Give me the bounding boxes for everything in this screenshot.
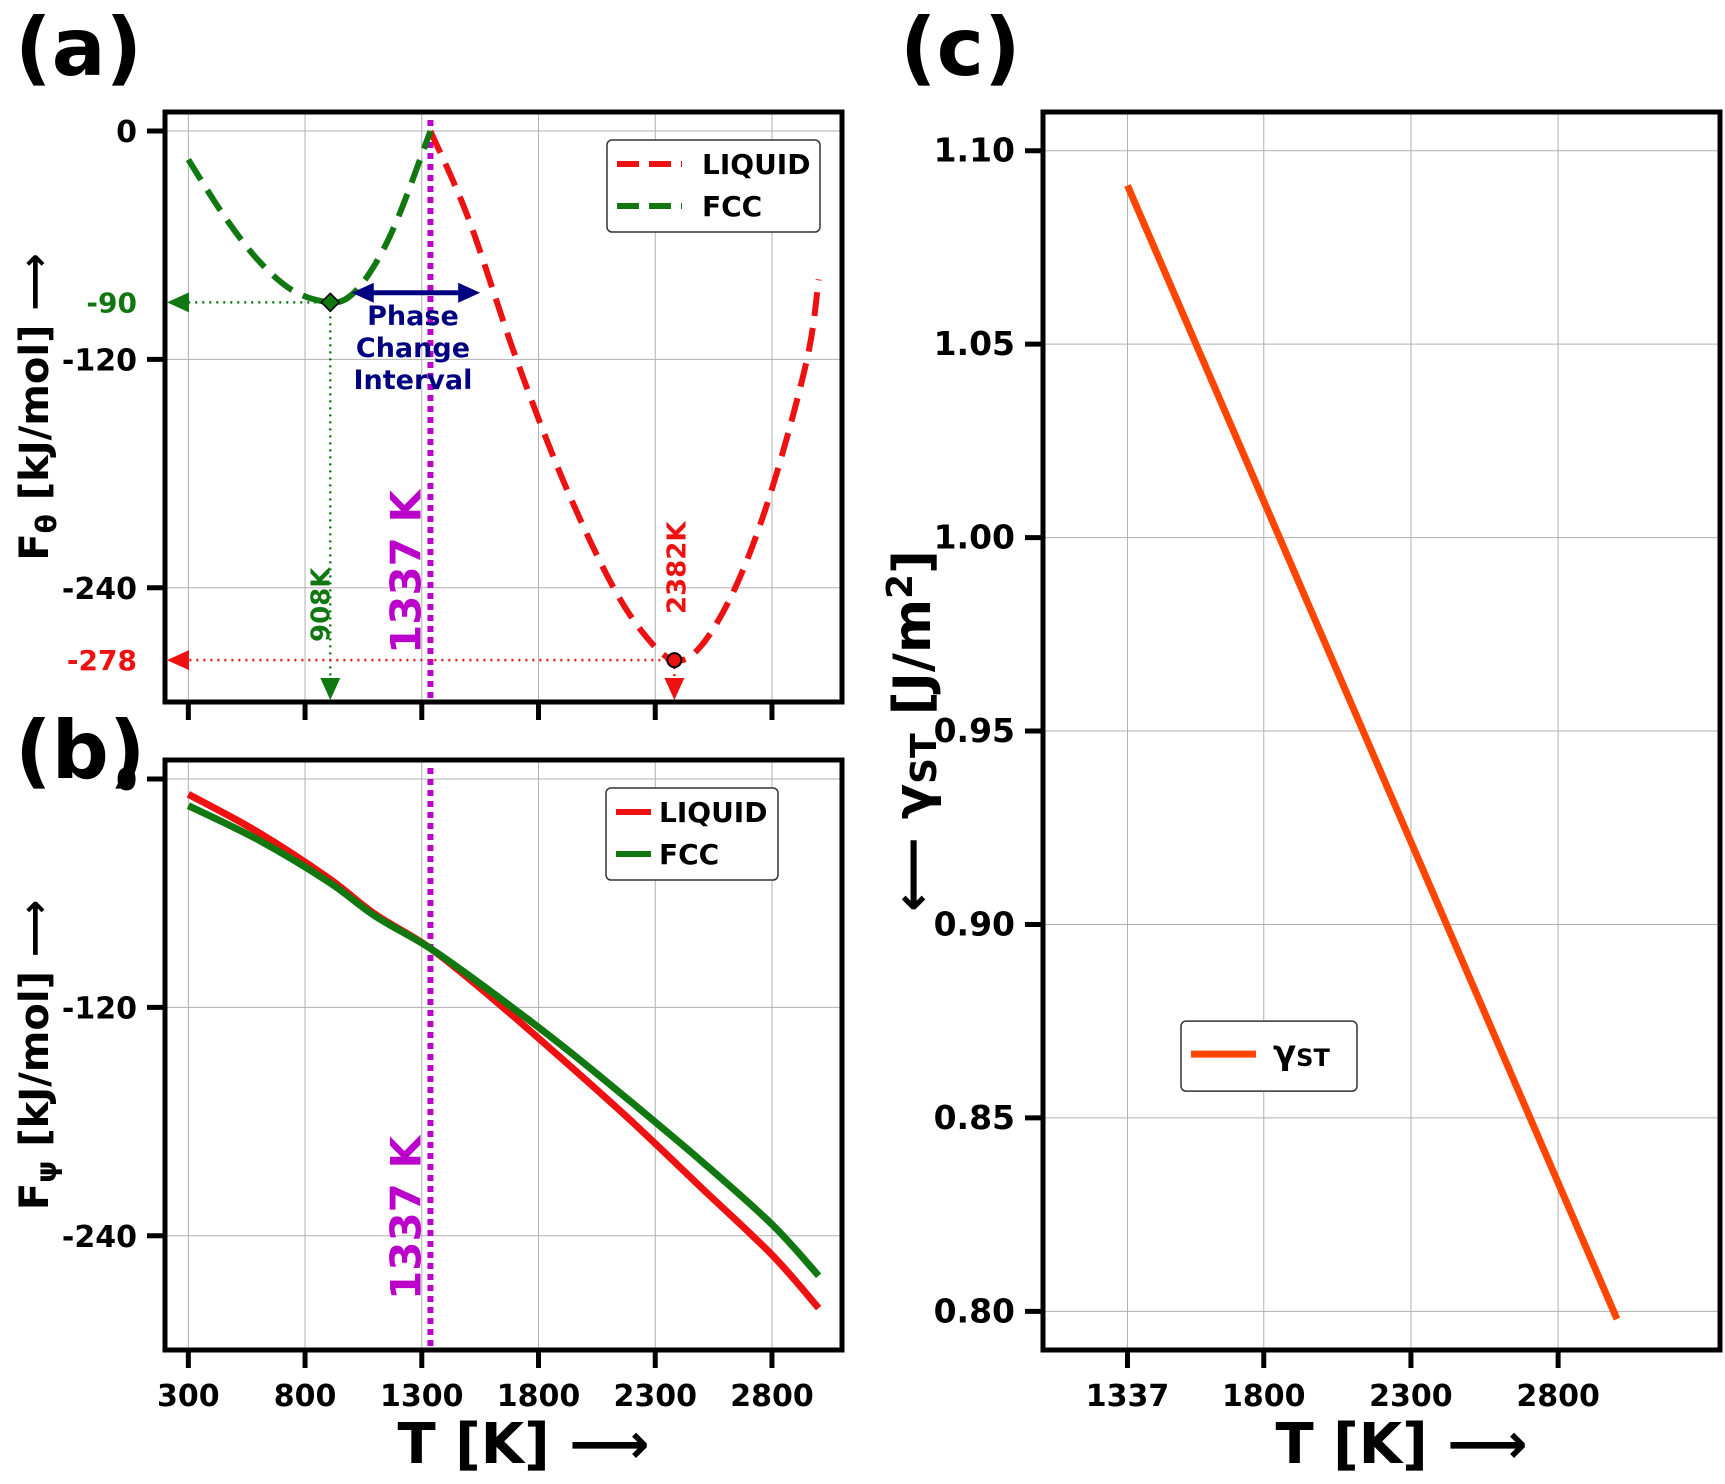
interval-arrow-left [351,282,374,303]
plot-area [186,768,822,1350]
plot-area [185,120,822,702]
y-tick-label: -120 [62,343,137,378]
y-tick-label: 0.80 [934,1291,1015,1330]
series-line-fcc [186,802,822,1279]
x-tick-label: 1337 [1086,1379,1170,1414]
y-tick-label: 0 [116,115,137,150]
y-axis-label-unit: [J/m [883,599,943,733]
interval-label-line: Phase [367,301,459,332]
y-tick-label: -120 [62,991,137,1026]
y-tick-label: 1.05 [934,324,1015,363]
y-axis-label-subscript: ST [904,733,945,784]
legend-label-liquid: LIQUID [659,796,767,829]
y-tick-label: -240 [62,1220,137,1255]
legend: LIQUID FCC [605,787,779,881]
x-tick-label: 800 [274,1379,337,1414]
series-line-liquid [186,791,822,1311]
melting-point-label: 1337 K [381,1134,430,1300]
y-axis-label-arrow: ⟵ [883,819,943,912]
projection-arrow-y [167,292,189,313]
y-axis-label: Fθ [kJ/mol] ⟶ [12,253,63,560]
x-tick-label: 2300 [613,1379,697,1414]
panel-a: 0 -120 -240 1337 K -90 908K -278 2382K PhaseChan… [12,109,845,720]
y-tick-label: -240 [62,572,137,607]
legend-label-fcc: FCC [702,190,762,223]
legend-label-liquid: LIQUID [702,148,810,181]
y-axis-label-superscript: 2 [880,574,921,599]
y-axis-label-arrow: ⟶ [12,253,58,324]
legend-label-γ: γST [1273,1033,1330,1073]
y-tick-label: 0.90 [934,904,1015,943]
projection-arrow-x [664,678,685,700]
projection-arrow-x [320,678,341,700]
panel-b: 300 800 1300 1800 2300 2800 0 -120 -240 1337 K LIQ… [12,757,845,1477]
x-tick-label: 1300 [380,1379,464,1414]
y-axis-label-symbol: F [12,533,58,560]
series-line-liquid [427,129,822,664]
x-axis-label: T [K] ⟶ [1275,1412,1527,1477]
y-axis-label-arrow: ⟶ [12,900,58,971]
y-tick-label: 0.95 [934,711,1015,750]
y-tick-label: 1.00 [934,518,1015,557]
x-tick-label: 2800 [1516,1379,1600,1414]
melting-point-label: 1337 K [381,488,430,654]
y-axis-label: ⟵ γST [J/m2] [880,550,945,912]
panel-label-c: (c) [900,1,1021,94]
panel-label-b: (b) [15,704,145,797]
axes-frame [162,109,845,705]
y-axis-label-subscript: θ [30,514,63,533]
y-axis-label-close: ] [883,550,943,574]
interval-label-line: Change [356,333,470,364]
y-axis-label: Fψ [kJ/mol] ⟶ [12,900,63,1210]
axes-frame [1040,109,1723,1353]
axes-frame [162,757,845,1353]
minimum-temperature-label: 908K [306,567,336,642]
minimum-marker [320,292,341,313]
series-line-fcc [185,129,434,306]
minimum-value-label: -90 [86,286,137,319]
interval-arrow-right [458,282,481,303]
y-axis-label-symbol: F [12,1183,58,1210]
x-tick-label: 1800 [1222,1379,1306,1414]
y-tick-label: 0.85 [934,1098,1015,1137]
projection-arrow-y [167,650,189,671]
y-tick-label: 1.10 [934,131,1015,170]
x-tick-label: 2300 [1369,1379,1453,1414]
minimum-temperature-label: 2382K [662,521,692,614]
minimum-value-label: -278 [67,644,137,677]
legend-box [1180,1020,1358,1092]
y-axis-label-symbol: γ [883,784,943,819]
plot-area [1124,184,1621,1321]
series-line-γ [1124,184,1621,1321]
x-tick-label: 1800 [497,1379,581,1414]
y-axis-label-unit: [kJ/mol] [12,971,58,1160]
interval-label-line: Interval [354,365,473,396]
legend-label-subscript: ST [1296,1044,1330,1072]
x-axis-label: T [K] ⟶ [397,1412,649,1477]
legend-label-fcc: FCC [659,838,719,871]
legend: γST [1180,1020,1358,1092]
panel-label-a: (a) [15,1,142,94]
minimum-marker [666,652,683,669]
panel-c: 1337 1800 2300 2800 0.80 0.85 0.90 0.95 1.00 1.05… [880,109,1723,1477]
legend: LIQUID FCC [606,139,821,233]
x-tick-label: 2800 [730,1379,814,1414]
x-tick-label: 300 [157,1379,220,1414]
y-axis-label-subscript: ψ [30,1161,63,1183]
y-axis-label-unit: [kJ/mol] [12,325,58,514]
y-tick-label: 0 [116,763,137,798]
